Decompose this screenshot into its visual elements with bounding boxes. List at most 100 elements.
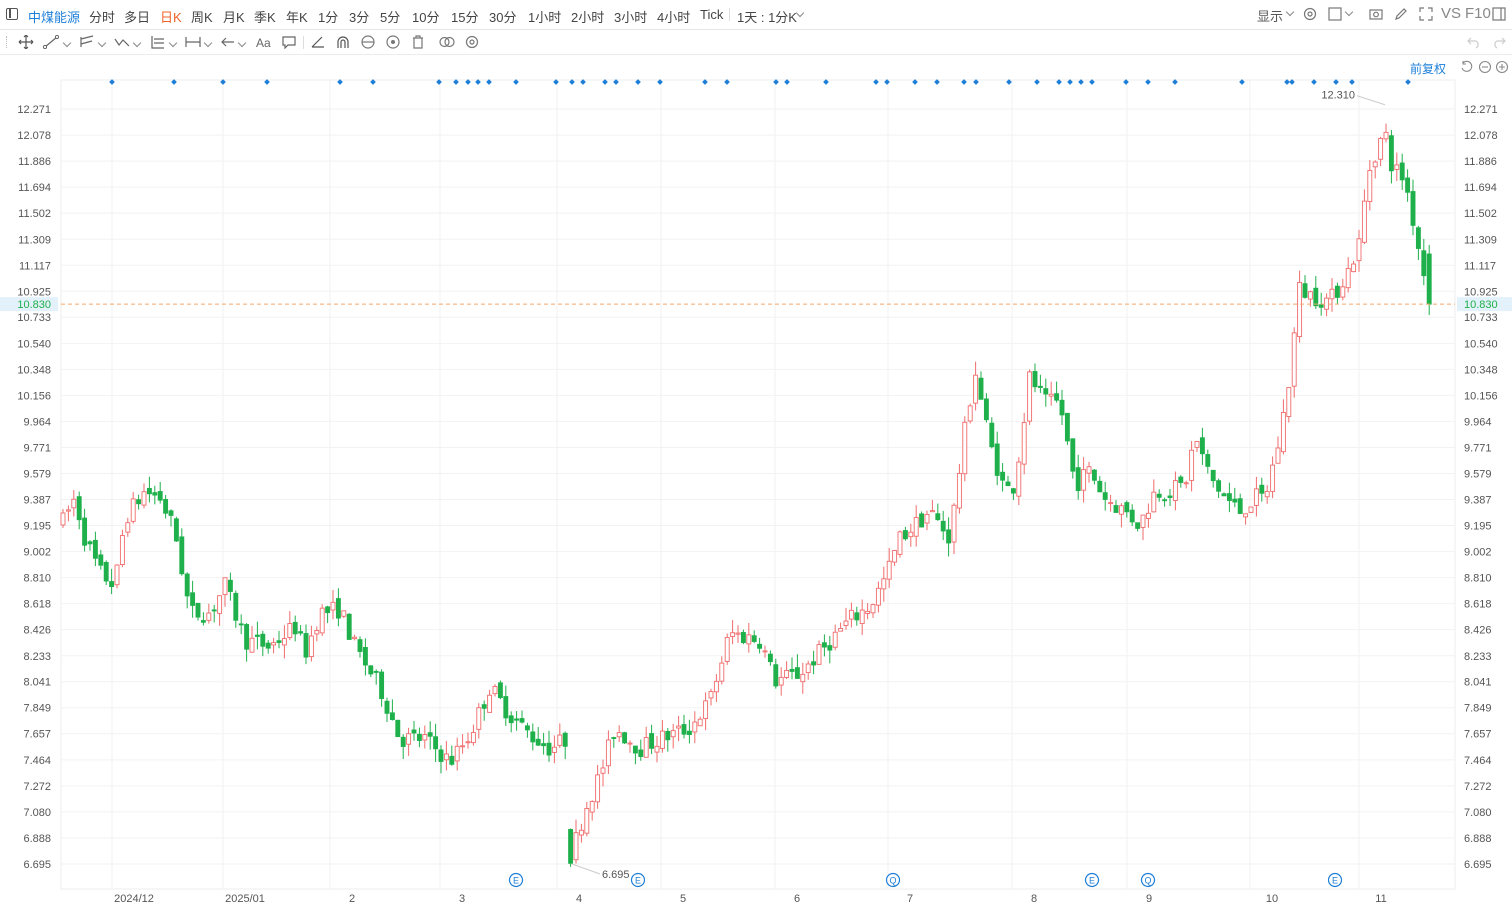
period-tab-4h[interactable]: 4小时	[657, 10, 691, 25]
chevron-down-icon[interactable]	[203, 38, 213, 48]
period-tab-15min[interactable]: 15分	[451, 10, 479, 25]
measure-icon[interactable]	[185, 35, 201, 49]
crosshair-move-icon[interactable]	[18, 35, 34, 49]
candle-down	[1313, 287, 1319, 307]
candlestick-chart[interactable]: 12.271 12.271 12.078 12.078 11.886 11.886 11.6…	[0, 55, 1512, 915]
candle-up	[206, 612, 212, 621]
event-dot-marker	[602, 79, 608, 85]
period-tab-tick[interactable]: Tick	[700, 7, 724, 22]
event-dot-marker	[1349, 79, 1355, 85]
candle-down	[1421, 250, 1427, 277]
pen-icon[interactable]	[1394, 7, 1408, 21]
chevron-down-icon[interactable]	[97, 38, 107, 48]
y-tick-label-left: 9.195	[23, 520, 51, 532]
candle-up	[719, 662, 725, 682]
interval-select[interactable]: 1天 : 1分K	[737, 10, 797, 25]
candle-up	[843, 620, 849, 627]
text-tool-icon[interactable]: Aa	[256, 35, 272, 49]
period-tab-3h[interactable]: 3小时	[614, 10, 648, 25]
compare-overlay-icon[interactable]	[439, 35, 455, 49]
display-menu[interactable]: 显示	[1257, 9, 1284, 24]
layout-icon[interactable]	[1328, 7, 1342, 21]
period-tab-2h[interactable]: 2小时	[571, 10, 605, 25]
period-tab-quarterly[interactable]: 季K	[254, 10, 276, 25]
chevron-down-icon[interactable]	[237, 38, 247, 48]
fullscreen-icon[interactable]	[1419, 7, 1433, 21]
candle-up	[1286, 387, 1292, 417]
candle-down	[1075, 467, 1081, 492]
zoom-in-icon[interactable]	[1495, 60, 1509, 74]
trash-icon[interactable]	[410, 35, 426, 49]
candle-down	[373, 670, 379, 673]
candle-down	[260, 633, 266, 647]
redo-icon[interactable]	[1491, 35, 1507, 49]
y-tick-label-right: 8.618	[1464, 599, 1492, 611]
period-tab-timeshare[interactable]: 分时	[89, 10, 116, 25]
candle-up	[1081, 469, 1087, 491]
chevron-down-icon[interactable]	[132, 38, 142, 48]
event-dot-marker	[513, 79, 519, 85]
camera-icon[interactable]	[1369, 7, 1383, 21]
y-tick-label-right: 10.156	[1464, 390, 1498, 402]
candle-down	[325, 606, 331, 614]
period-tab-1h[interactable]: 1小时	[528, 10, 562, 25]
chevron-down-icon[interactable]	[62, 38, 72, 48]
visibility-icon[interactable]	[385, 35, 401, 49]
candle-up	[1016, 461, 1022, 497]
candle-up	[778, 676, 784, 686]
candle-down	[638, 749, 644, 757]
fibonacci-icon[interactable]	[150, 35, 166, 49]
adjust-mode-button[interactable]: 前复权	[1410, 62, 1447, 76]
candle-up	[551, 746, 557, 753]
event-dot-marker	[961, 79, 967, 85]
candle-up	[287, 623, 293, 638]
y-tick-label-left: 7.080	[23, 807, 51, 819]
candle-up	[724, 637, 730, 662]
candle-up	[676, 725, 682, 729]
channel-icon[interactable]	[79, 35, 95, 49]
period-tab-yearly[interactable]: 年K	[286, 10, 308, 25]
event-marker-label: Q	[889, 876, 896, 886]
candle-down	[686, 730, 692, 735]
candle-down	[1054, 393, 1060, 401]
period-tab-30min[interactable]: 30分	[489, 10, 517, 25]
candle-up	[470, 732, 476, 744]
period-tab-multiday[interactable]: 多日	[124, 10, 151, 25]
candle-down	[303, 633, 309, 658]
stock-name[interactable]: 中煤能源	[28, 10, 81, 25]
period-tab-3min[interactable]: 3分	[349, 10, 370, 25]
candle-up	[746, 634, 752, 645]
comment-icon[interactable]	[281, 35, 297, 49]
settings-icon[interactable]	[1303, 7, 1317, 21]
candle-down	[254, 634, 260, 637]
sidebar-toggle-icon[interactable]	[6, 8, 18, 20]
candle-down	[298, 631, 304, 634]
angle-icon[interactable]	[310, 35, 326, 49]
y-tick-label-right: 7.272	[1464, 781, 1492, 793]
period-tab-1min[interactable]: 1分	[318, 10, 339, 25]
reset-icon[interactable]	[1460, 60, 1474, 74]
chevron-down-icon[interactable]	[168, 38, 178, 48]
candle-down	[379, 671, 385, 700]
x-tick-label: 2	[349, 893, 355, 905]
candle-down	[411, 729, 417, 734]
lock-drawings-icon[interactable]	[360, 35, 376, 49]
arrow-left-icon[interactable]	[220, 35, 236, 49]
trend-line-icon[interactable]	[43, 35, 59, 49]
f10-button[interactable]: F10	[1465, 5, 1491, 22]
compare-button[interactable]: VS	[1441, 5, 1462, 22]
period-tab-monthly[interactable]: 月K	[223, 10, 245, 25]
event-dot-marker	[580, 79, 586, 85]
undo-icon[interactable]	[1466, 35, 1482, 49]
wave-icon[interactable]	[114, 35, 130, 49]
period-tab-5min[interactable]: 5分	[380, 10, 401, 25]
magnet-icon[interactable]	[335, 35, 351, 49]
period-tab-weekly[interactable]: 周K	[191, 10, 213, 25]
zoom-out-icon[interactable]	[1478, 60, 1492, 74]
candle-up	[465, 741, 471, 744]
event-marker-icon	[1327, 872, 1343, 888]
panel-toggle-icon[interactable]	[1492, 7, 1506, 21]
chart-settings-icon[interactable]	[464, 35, 480, 49]
period-tab-10min[interactable]: 10分	[412, 10, 440, 25]
period-tab-daily[interactable]: 日K	[160, 10, 182, 25]
